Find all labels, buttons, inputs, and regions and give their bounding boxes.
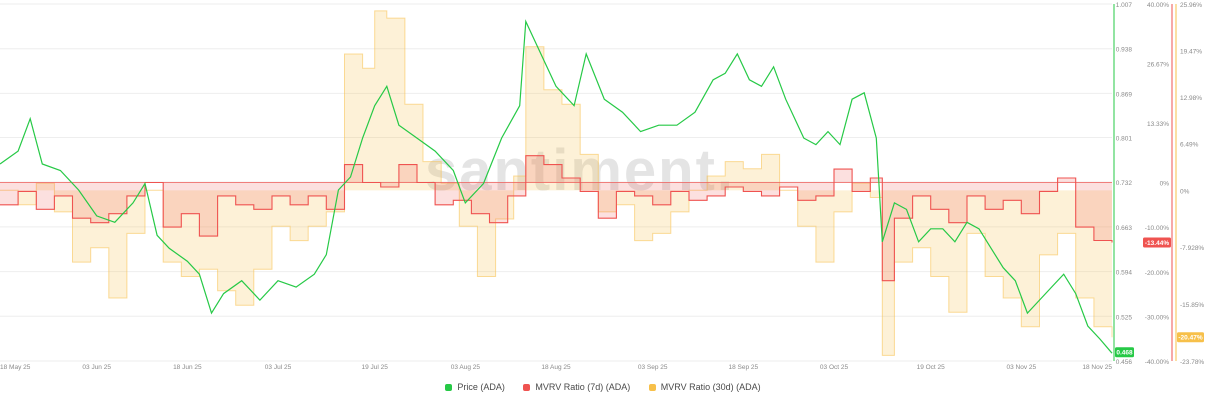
x-tick-label-7: 03 Sep 25 (638, 364, 668, 371)
legend-swatch-price (445, 383, 453, 391)
mvrv-30d-tick-label-2: 12.98% (1180, 95, 1202, 102)
x-tick-label-0: 18 May 25 (0, 364, 31, 371)
mvrv-30d-current-badge-bg (1177, 332, 1204, 343)
legend-swatch-mvrv-30d (648, 383, 656, 391)
price-tick-label-3: 0.801 (1116, 135, 1133, 142)
legend-label-price: Price (ADA) (457, 382, 505, 392)
mvrv-30d-area (0, 10, 1112, 356)
legend-label-mvrv-7d: MVRV Ratio (7d) (ADA) (535, 382, 631, 392)
price-current-badge-bg (1115, 347, 1134, 358)
price-tick-label-1: 0.938 (1116, 47, 1133, 54)
mvrv-30d-tick-label-5: -7.928% (1180, 245, 1204, 252)
x-tick-label-4: 19 Jul 25 (362, 364, 389, 371)
legend-item-mvrv-7d[interactable]: MVRV Ratio (7d) (ADA) (523, 382, 630, 392)
mvrv-7d-tick-label-5: -20.00% (1145, 270, 1169, 277)
price-current-badge: 0.468 (1116, 350, 1133, 357)
x-tick-label-3: 03 Jul 25 (265, 364, 292, 371)
mvrv-7d-tick-label-2: 13.33% (1147, 121, 1169, 128)
mvrv-7d-current-badge-bg (1143, 237, 1171, 248)
legend-item-mvrv-30d[interactable]: MVRV Ratio (30d) (ADA) (648, 382, 761, 392)
mvrv-30d-tick-label-7: -23.78% (1180, 359, 1204, 366)
mvrv-7d-tick-label-7: -40.00% (1145, 359, 1169, 366)
mvrv-7d-tick-label-0: 40.00% (1147, 2, 1169, 9)
x-tick-label-12: 18 Nov 25 (1082, 364, 1112, 371)
mvrv-30d-tick-label-6: -15.85% (1180, 302, 1204, 309)
x-tick-label-5: 03 Aug 25 (451, 364, 481, 371)
legend-item-price[interactable]: Price (ADA) (445, 382, 505, 392)
mvrv-7d-tick-label-3: 0% (1160, 181, 1170, 188)
mvrv-30d-tick-label-3: 6.49% (1180, 142, 1199, 149)
x-tick-label-10: 19 Oct 25 (917, 364, 946, 371)
mvrv-30d-tick-label-1: 19.47% (1180, 49, 1202, 56)
mvrv-30d-tick-label-4: 0% (1180, 188, 1190, 195)
price-tick-label-7: 0.525 (1116, 314, 1133, 321)
x-tick-label-9: 03 Oct 25 (820, 364, 849, 371)
mvrv-7d-tick-label-4: -10.00% (1145, 225, 1169, 232)
price-line (0, 19, 1113, 354)
price-tick-label-2: 0.869 (1116, 91, 1133, 98)
x-tick-label-1: 03 Jun 25 (82, 364, 111, 371)
legend: Price (ADA) MVRV Ratio (7d) (ADA) MVRV R… (0, 382, 1206, 393)
mvrv-30d-current-badge: -20.47% (1178, 335, 1202, 342)
mvrv-7d-tick-label-1: 26.67% (1147, 61, 1169, 68)
price-tick-label-5: 0.663 (1116, 225, 1133, 232)
mvrv-30d-line (0, 10, 1113, 356)
legend-swatch-mvrv-7d (523, 383, 531, 391)
mvrv-7d-current-badge: -13.44% (1145, 240, 1169, 247)
price-tick-label-0: 1.007 (1116, 2, 1133, 9)
price-tick-label-4: 0.732 (1116, 180, 1133, 187)
x-tick-label-8: 18 Sep 25 (729, 364, 759, 371)
watermark: santiment. (425, 138, 735, 203)
mvrv-7d-tick-label-6: -30.00% (1145, 314, 1169, 321)
x-tick-label-11: 03 Nov 25 (1007, 364, 1037, 371)
legend-label-mvrv-30d: MVRV Ratio (30d) (ADA) (660, 382, 761, 392)
price-tick-label-8: 0.456 (1116, 359, 1133, 366)
mvrv-30d-tick-label-0: 25.96% (1180, 2, 1202, 9)
x-tick-label-2: 18 Jun 25 (173, 364, 202, 371)
mvrv-7d-line (0, 155, 1113, 282)
price-tick-label-6: 0.594 (1116, 270, 1133, 277)
x-tick-label-6: 18 Aug 25 (541, 364, 571, 371)
